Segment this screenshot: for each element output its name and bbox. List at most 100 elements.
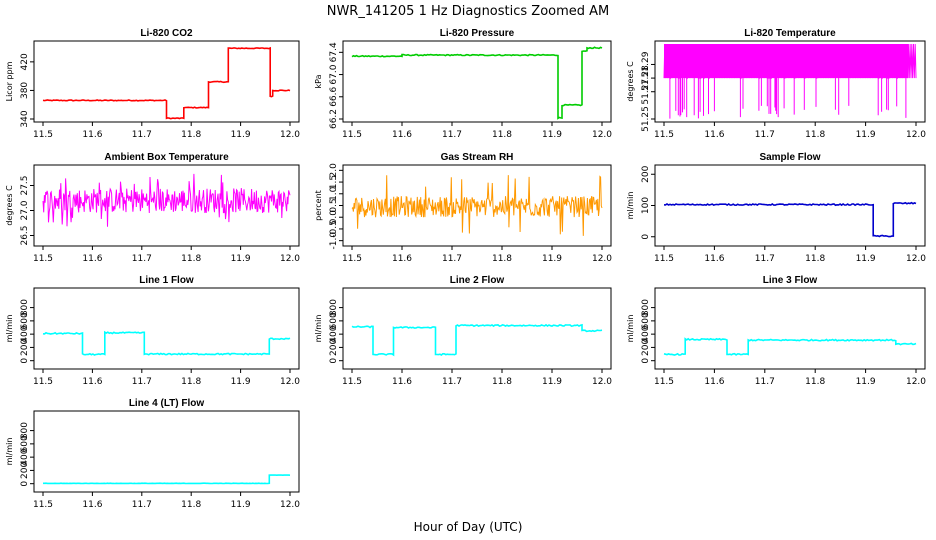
series-line xyxy=(351,323,603,357)
x-tick-label: 11.9 xyxy=(856,377,876,387)
x-tick-label: 11.7 xyxy=(755,254,775,264)
series-line xyxy=(351,175,603,236)
y-tick-label: 420 xyxy=(20,53,30,70)
panel-frame xyxy=(33,40,300,123)
series-line xyxy=(43,474,291,485)
x-tick-label: 11.7 xyxy=(442,254,462,264)
x-tick-label: 11.5 xyxy=(33,254,53,264)
y-tick-label: 200 xyxy=(329,339,339,356)
y-axis-label: ml/min xyxy=(626,315,635,343)
x-tick-label: 11.9 xyxy=(856,130,876,140)
y-tick-label: 67.4 xyxy=(329,42,339,62)
y-tick-label: 0 xyxy=(329,358,339,364)
y-axis-label: ml/min xyxy=(5,315,14,343)
y-tick-label: 600 xyxy=(20,435,30,452)
y-tick-label: 400 xyxy=(641,325,651,342)
x-tick-label: 11.8 xyxy=(805,377,825,387)
panel-frame xyxy=(33,164,300,247)
x-tick-label: 11.7 xyxy=(132,377,152,387)
x-tick-label: 11.9 xyxy=(231,500,251,510)
panel-line1: Line 1 Flow 11.5 11.6 11.7 11.8 11.9 12.0 0 2004… xyxy=(5,275,300,387)
panel-ambbox: Ambient Box Temperature 11.5 11.6 11.7 11.8 1… xyxy=(5,152,300,264)
panel-title: Line 1 Flow xyxy=(139,275,194,286)
x-tick-label: 12.0 xyxy=(280,377,300,387)
y-axis-label: degrees C xyxy=(5,185,14,226)
y-tick-label: 800 xyxy=(641,299,651,316)
y-tick-label: 200 xyxy=(20,339,30,356)
panel-title: Li-820 CO2 xyxy=(140,28,193,39)
y-tick-label: 200 xyxy=(641,165,651,182)
y-tick-label: 400 xyxy=(329,325,339,342)
panel-line3: Line 3 Flow 11.5 11.6 11.7 11.8 11.9 12.0 0 2004… xyxy=(626,275,926,387)
x-tick-label: 12.0 xyxy=(592,377,612,387)
x-tick-label: 12.0 xyxy=(592,130,612,140)
x-tick-label: 11.7 xyxy=(132,254,152,264)
y-tick-label: 0 xyxy=(20,358,30,364)
panel-line2: Line 2 Flow 11.5 11.6 11.7 11.8 11.9 12.0 0 2004… xyxy=(314,275,612,387)
x-tick-label: 11.9 xyxy=(231,254,251,264)
panel-frame xyxy=(342,40,612,123)
y-tick-label: 400 xyxy=(20,325,30,342)
panel-frame xyxy=(33,410,300,493)
y-tick-label: 0.5 xyxy=(329,198,339,212)
y-tick-label: -0.5 xyxy=(329,220,339,238)
panel-pressure: Li-820 Pressure 11.5 11.6 11.7 11.8 11.9 12.0 6… xyxy=(314,28,612,140)
y-tick-label: -1.0 xyxy=(329,232,339,250)
x-tick-label: 12.0 xyxy=(592,254,612,264)
x-tick-label: 11.5 xyxy=(654,377,674,387)
x-tick-label: 11.6 xyxy=(704,377,724,387)
x-tick-label: 11.8 xyxy=(492,130,512,140)
panel-title: Ambient Box Temperature xyxy=(104,152,229,163)
series-line xyxy=(42,330,291,356)
y-tick-label: 66.2 xyxy=(329,109,339,129)
y-tick-label: 100 xyxy=(641,197,651,214)
panel-rh: Gas Stream RH 11.5 11.6 11.7 11.8 11.9 12.0 -1.… xyxy=(314,152,612,264)
panel-title: Gas Stream RH xyxy=(441,152,514,163)
x-tick-label: 11.5 xyxy=(342,254,362,264)
y-tick-label: 51.29 xyxy=(641,51,651,77)
x-tick-label: 12.0 xyxy=(280,500,300,510)
x-tick-label: 11.7 xyxy=(442,130,462,140)
x-tick-label: 11.7 xyxy=(442,377,462,387)
y-tick-label: 380 xyxy=(20,82,30,99)
x-tick-label: 11.9 xyxy=(856,254,876,264)
figure-x-label: Hour of Day (UTC) xyxy=(414,520,523,534)
x-tick-label: 11.5 xyxy=(33,500,53,510)
y-tick-label: 800 xyxy=(20,299,30,316)
panel-frame xyxy=(654,40,926,123)
x-tick-label: 11.9 xyxy=(542,130,562,140)
x-tick-label: 11.5 xyxy=(342,377,362,387)
x-tick-label: 11.8 xyxy=(181,130,201,140)
y-axis-label: percent xyxy=(314,190,323,221)
x-tick-label: 11.8 xyxy=(492,377,512,387)
y-tick-label: 1.5 xyxy=(329,175,339,189)
x-tick-label: 11.8 xyxy=(181,500,201,510)
x-tick-label: 11.5 xyxy=(342,130,362,140)
y-axis-label: ml/min xyxy=(5,438,14,466)
y-tick-label: 66.6 xyxy=(329,86,339,106)
figure-title: NWR_141205 1 Hz Diagnostics Zoomed AM xyxy=(327,4,610,19)
series-line xyxy=(663,201,917,238)
series-line xyxy=(351,46,603,120)
x-tick-label: 11.6 xyxy=(392,377,412,387)
x-tick-label: 11.6 xyxy=(82,500,102,510)
y-tick-label: 27.5 xyxy=(20,175,30,195)
x-tick-label: 11.6 xyxy=(82,130,102,140)
panel-title: Line 4 (LT) Flow xyxy=(129,398,205,409)
y-axis-label: degrees C xyxy=(626,61,635,102)
x-tick-label: 11.6 xyxy=(82,377,102,387)
x-tick-label: 11.5 xyxy=(654,254,674,264)
y-axis-label: kPa xyxy=(314,74,323,88)
x-tick-label: 12.0 xyxy=(280,130,300,140)
y-tick-label: 600 xyxy=(329,312,339,329)
y-axis-label: ml/min xyxy=(626,192,635,220)
panel-co2: Li-820 CO2 11.5 11.6 11.7 11.8 11.9 12.0 340 380… xyxy=(5,28,300,140)
x-tick-label: 12.0 xyxy=(280,254,300,264)
y-tick-label: 51.25 xyxy=(641,106,651,132)
y-tick-label: 51.28 xyxy=(641,65,651,91)
x-tick-label: 11.6 xyxy=(392,130,412,140)
panel-title: Li-820 Temperature xyxy=(744,28,836,39)
x-tick-label: 11.8 xyxy=(181,377,201,387)
x-tick-label: 11.7 xyxy=(755,130,775,140)
